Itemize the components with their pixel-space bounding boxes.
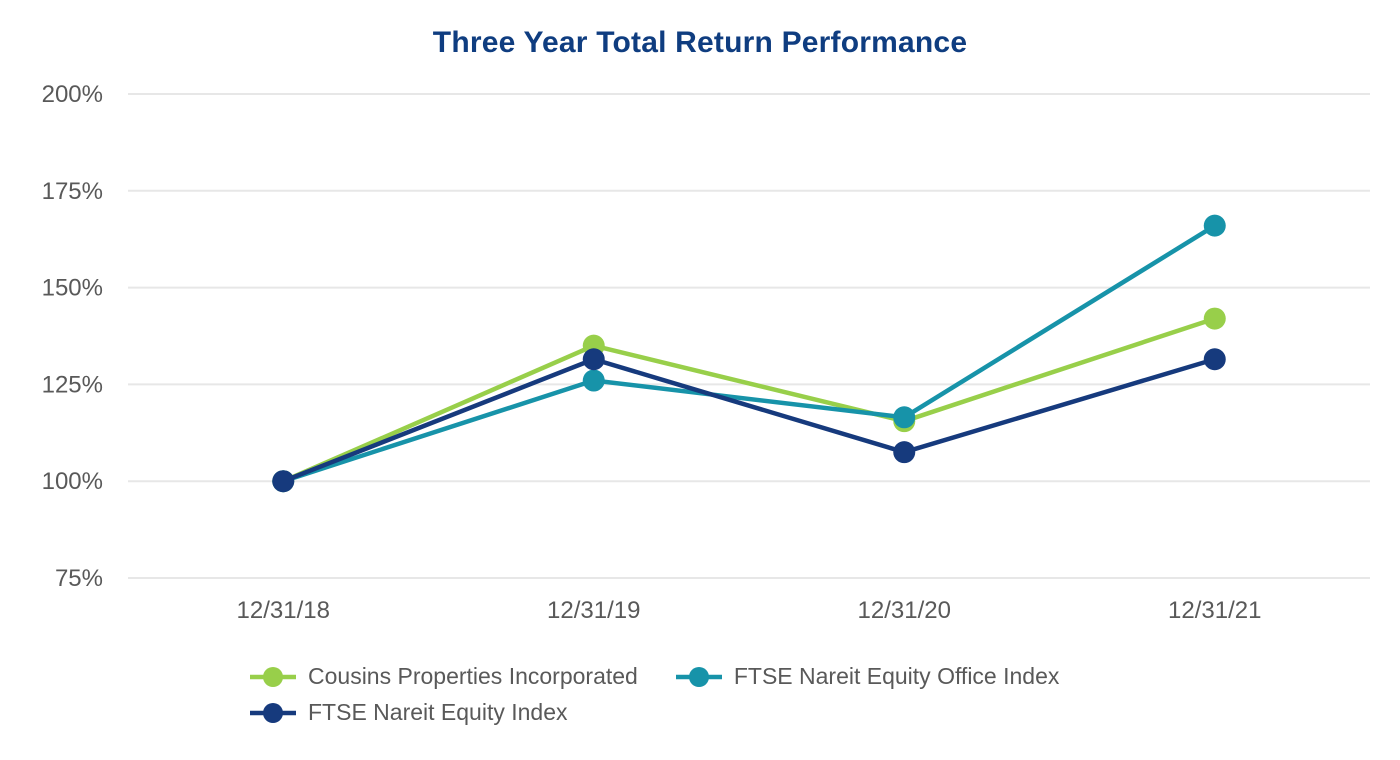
series-line-0 [281,316,1217,484]
legend-item-office-index: FTSE Nareit Equity Office Index [675,660,1060,693]
data-point-marker [582,348,605,371]
legend-line-marker-icon [675,666,722,687]
data-point-marker [1203,214,1226,237]
series-line-2 [281,356,1217,484]
x-axis-tick-label: 12/31/21 [1168,597,1261,624]
chart-legend: Cousins Properties Incorporated FTSE Nar… [250,660,1150,729]
y-axis-tick-label: 125% [42,371,103,398]
x-axis-tick-label: 12/31/19 [547,597,640,624]
series-line-1 [281,223,1217,484]
chart-title: Three Year Total Return Performance [432,26,968,59]
legend-item-equity-index: FTSE Nareit Equity Index [250,696,568,729]
y-axis-tick-label: 175% [42,178,103,205]
x-axis-tick-label: 12/31/20 [858,597,951,624]
legend-label-equity-index: FTSE Nareit Equity Index [308,699,568,725]
y-axis-tick-label: 75% [55,565,103,592]
data-point-marker [582,369,605,392]
legend-label-cousins: Cousins Properties Incorporated [308,663,638,689]
legend-line-marker-icon [250,702,296,723]
legend-line-marker-icon [250,666,296,687]
y-axis-tick-label: 100% [42,468,103,495]
data-point-marker [1203,348,1226,371]
data-point-marker [893,406,916,429]
data-point-marker [272,470,295,493]
legend-label-office-index: FTSE Nareit Equity Office Index [733,663,1060,689]
data-point-marker [893,441,916,464]
data-point-marker [1203,307,1226,330]
y-axis-tick-label: 200% [42,81,103,108]
x-axis-tick-label: 12/31/18 [237,597,330,624]
legend-item-cousins: Cousins Properties Incorporated [250,660,638,693]
y-axis-tick-label: 150% [42,275,103,302]
